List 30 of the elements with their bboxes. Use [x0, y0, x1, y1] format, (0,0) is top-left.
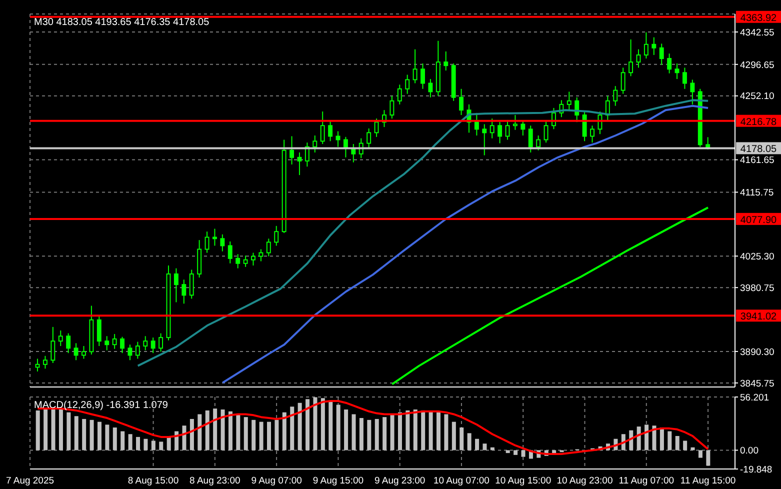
y-tick-label: 4025.30 [740, 251, 774, 262]
y-tick-label: 3890.30 [740, 346, 774, 358]
x-tick-label: 10 Aug 23:00 [556, 476, 613, 487]
y-tick-label: -19.848 [740, 464, 772, 476]
x-tick-label: 7 Aug 2025 [6, 476, 54, 487]
y-tick-label: 3845.75 [740, 378, 774, 390]
ref-line-label: 3941.02 [740, 312, 778, 323]
ref-line-label: 4363.92 [740, 12, 778, 24]
ref-line-label: 4178.05 [740, 144, 778, 156]
chart-title: MACD(12,26,9) -16.391 1.079 [34, 400, 168, 411]
x-tick-label: 10 Aug 15:00 [495, 476, 552, 487]
y-tick-label: 0.00 [740, 446, 758, 457]
x-tick-label: 9 Aug 15:00 [312, 476, 364, 487]
x-tick-label: 11 Aug 07:00 [618, 476, 674, 487]
y-tick-label: 4161.65 [740, 155, 774, 166]
y-tick-label: 4252.10 [740, 91, 774, 102]
x-tick-label: 11 Aug 15:00 [680, 476, 736, 487]
x-tick-label: 9 Aug 23:00 [374, 476, 426, 487]
y-tick-label: 4296.65 [740, 60, 774, 71]
chart-title: M30 4183.05 4193.65 4176.35 4178.05 [34, 17, 210, 28]
x-tick-label: 10 Aug 07:00 [433, 476, 490, 487]
x-tick-label: 8 Aug 15:00 [128, 476, 179, 487]
y-tick-label: 4342.55 [740, 27, 774, 38]
x-tick-label: 8 Aug 23:00 [190, 476, 240, 487]
y-tick-label: 56.201 [740, 392, 770, 404]
x-tick-label: 9 Aug 07:00 [251, 476, 302, 487]
y-tick-label: 4115.75 [740, 188, 774, 199]
ref-line-label: 4077.90 [740, 214, 778, 226]
ref-line-label: 4216.78 [740, 116, 778, 128]
y-tick-label: 3980.75 [740, 282, 774, 294]
